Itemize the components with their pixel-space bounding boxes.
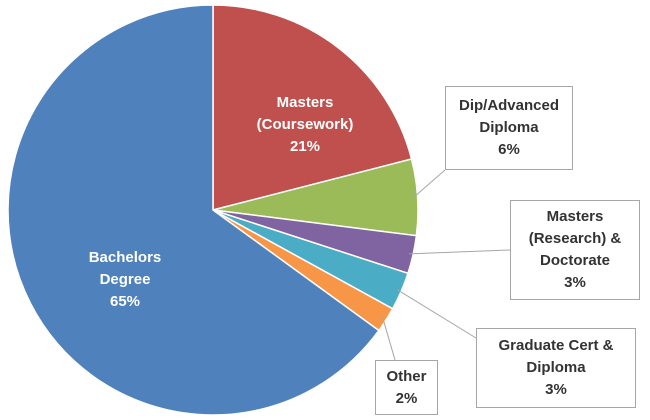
leader-line xyxy=(413,169,446,198)
leader-line xyxy=(397,289,477,339)
value-label: 3% xyxy=(564,274,586,291)
value-label: 2% xyxy=(395,389,418,407)
slice-label: Masters (Research) & Doctorate 3% xyxy=(510,200,640,300)
slice-label: Dip/Advanced Diploma 6% xyxy=(445,86,573,170)
value-label: 65% xyxy=(109,293,141,310)
value-label: 3% xyxy=(545,381,567,398)
value-label: 21% xyxy=(289,138,321,155)
category-label: Dip/Advanced Diploma xyxy=(458,97,560,136)
slice-label: Graduate Cert & Diploma 3% xyxy=(476,328,636,408)
value-label: 6% xyxy=(498,141,520,158)
pie-slice xyxy=(212,4,413,211)
pie-slice xyxy=(7,4,380,416)
slice-label: Masters (Coursework) 21% xyxy=(245,85,365,165)
category-label: Masters (Research) & Doctorate xyxy=(528,208,622,269)
leader-line xyxy=(409,249,511,255)
category-label: Masters (Coursework) xyxy=(256,94,354,133)
category-label: Bachelors Degree xyxy=(88,249,162,288)
slice-label: Other 2% xyxy=(375,360,438,415)
leader-line xyxy=(382,317,396,361)
category-label: Graduate Cert & Diploma xyxy=(498,337,614,376)
category-label: Other xyxy=(386,367,427,385)
slice-label: Bachelors Degree 65% xyxy=(75,240,175,320)
